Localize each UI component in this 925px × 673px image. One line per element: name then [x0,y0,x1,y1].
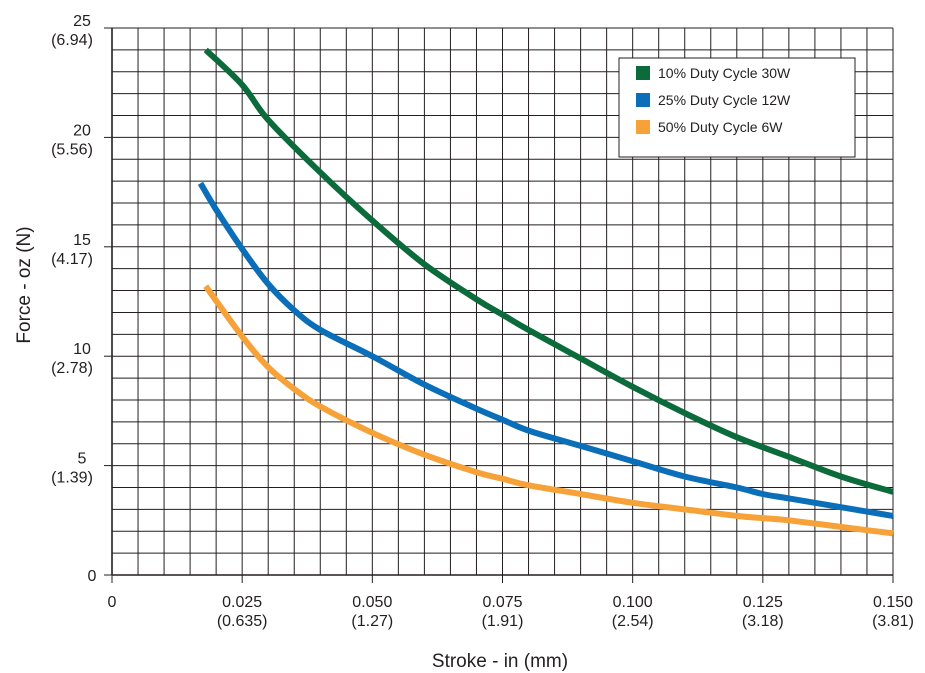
legend-box [618,57,856,158]
x-tick-label: 0.050 [352,594,392,611]
x-tick-sublabel: (1.91) [482,613,524,630]
legend-label-2: 25% Duty Cycle 12W [658,92,791,108]
legend-label-3: 50% Duty Cycle 6W [658,119,783,135]
y-tick-sublabel: (1.39) [51,470,93,487]
legend-swatch-1 [636,66,650,80]
x-tick-sublabel: (1.27) [351,613,393,630]
y-tick-label: 10 [73,341,91,358]
series-line-2 [197,181,894,519]
series-line-3 [203,284,894,537]
x-axis-title: Stroke - in (mm) [432,651,568,672]
x-tick-label: 0.075 [482,594,522,611]
y-tick-label: 5 [78,451,87,468]
x-tick-label: 0 [108,594,117,611]
y-tick-sublabel: (6.94) [51,32,93,49]
legend-label-1: 10% Duty Cycle 30W [658,65,791,81]
legend-swatch-2 [636,93,650,107]
x-tick-label: 0.025 [222,594,262,611]
legend-swatch-3 [636,120,650,134]
x-tick-sublabel: (3.81) [872,613,914,630]
y-tick-label: 15 [73,232,91,249]
x-axis-ticks: 0 0.025 (0.635) 0.050 (1.27) 0.075 (1.91) 0.100… [108,575,914,630]
x-tick-sublabel: (2.54) [612,613,654,630]
y-tick-label: 20 [73,122,91,139]
x-tick-sublabel: (3.18) [742,613,784,630]
y-tick-sublabel: (4.17) [51,251,93,268]
series-lines [197,47,894,537]
y-tick-sublabel: (2.78) [51,360,93,377]
legend: 10% Duty Cycle 30W 25% Duty Cycle 12W 50% … [618,57,856,158]
y-tick-label: 0 [88,568,97,585]
plot-grid [111,27,894,576]
y-axis-title: Force - oz (N) [14,226,35,343]
y-tick-sublabel: (5.56) [51,141,93,158]
x-tick-sublabel: (0.635) [217,613,268,630]
x-tick-label: 0.100 [613,594,653,611]
series-line-1 [203,47,894,495]
x-tick-label: 0.125 [743,594,783,611]
x-tick-label: 0.150 [873,594,913,611]
y-tick-label: 25 [73,13,91,30]
y-axis-ticks: 0 5 (1.39) 10 (2.78) 15 (4.17) 20 (5.56) 25 (6.94) [51,13,112,585]
